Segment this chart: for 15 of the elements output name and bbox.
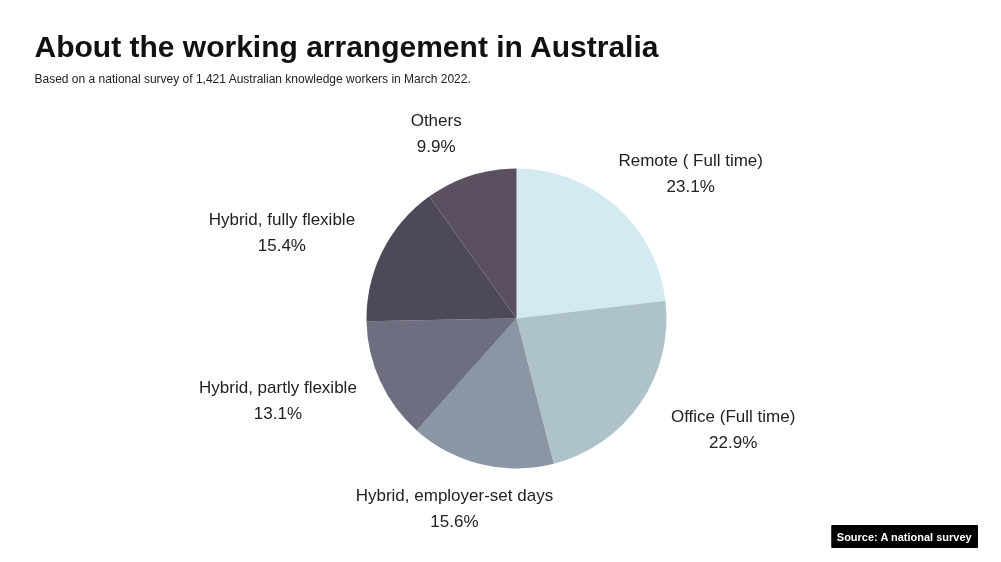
data-label: 9.9% <box>416 137 456 157</box>
data-label: 23.1% <box>666 177 715 197</box>
data-label: 15.4% <box>257 235 306 255</box>
source-note: Source: A national survey <box>836 530 973 543</box>
slice-label: Others <box>410 111 462 131</box>
chart-subtitle: Based on a national survey of 1,421 Australian knowledge workers in March 2022. <box>34 71 471 86</box>
slice-label: Hybrid, partly flexible <box>199 378 357 398</box>
data-label: 13.1% <box>253 404 303 424</box>
slice-label: Hybrid, employer-set days <box>355 486 554 506</box>
slice-label: Office (Full time) <box>670 407 796 427</box>
slice-label: Remote ( Full time) <box>618 151 763 171</box>
chart-title: About the working arrangement in Australia <box>34 30 659 63</box>
data-label: 15.6% <box>430 512 479 532</box>
data-label: 22.9% <box>709 433 758 453</box>
slice-label: Hybrid, fully flexible <box>208 209 356 229</box>
